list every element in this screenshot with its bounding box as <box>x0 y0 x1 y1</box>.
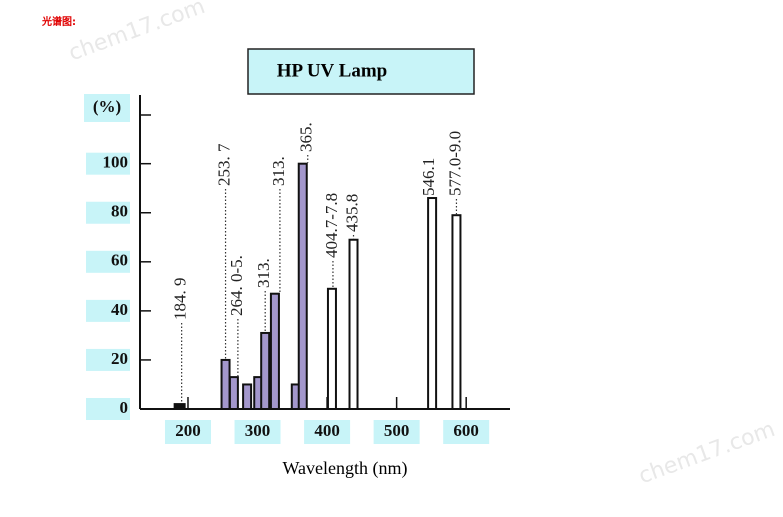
y-tick-box <box>86 152 130 175</box>
y-tick-box <box>86 398 130 420</box>
y-tick-label: 100 <box>103 153 129 172</box>
annotation: 253. 7 <box>214 143 233 186</box>
x-tick-label: 200 <box>175 421 201 440</box>
y-tick-label: 80 <box>111 202 128 221</box>
x-tick-box <box>234 420 281 444</box>
header: 光谱图: <box>41 15 76 28</box>
watermark: chem17.com <box>636 417 779 489</box>
x-tick-box <box>304 420 351 444</box>
title-box <box>247 48 475 95</box>
y-tick-box <box>86 201 130 224</box>
bar <box>348 238 359 410</box>
y-tick-label: 20 <box>111 349 128 368</box>
x-tick-box <box>373 420 420 444</box>
x-tick-label: 400 <box>314 421 340 440</box>
y-tick-box <box>86 348 130 371</box>
bar <box>242 383 253 410</box>
bar <box>297 162 308 410</box>
x-tick-label: 500 <box>384 421 410 440</box>
x-tick-label: 300 <box>245 421 271 440</box>
annotation: 264. 0-5. <box>227 255 246 316</box>
bar <box>220 358 231 410</box>
annotation: 546.1 <box>419 158 438 196</box>
annotation: 313. <box>269 156 288 186</box>
y-tick-label: 0 <box>120 398 129 417</box>
y-tick-label: 40 <box>111 300 128 319</box>
bar <box>228 376 239 410</box>
bar <box>269 292 280 410</box>
x-tick-box <box>164 420 211 444</box>
x-axis-label: Wavelength (nm) <box>282 458 407 479</box>
y-label-box <box>84 94 130 122</box>
y-tick-box <box>86 299 130 322</box>
annotation: 435.8 <box>342 194 361 232</box>
annotation: 404.7-7.8 <box>322 193 341 258</box>
bar <box>173 403 186 410</box>
watermark: chem17.com <box>66 0 209 66</box>
x-tick-box <box>443 420 490 444</box>
chart-title: HP UV Lamp <box>277 60 388 81</box>
bar <box>326 287 337 410</box>
annotation: 184. 9 <box>171 278 190 321</box>
y-tick-box <box>86 250 130 273</box>
y-axis-label: (%) <box>93 97 121 116</box>
bar <box>427 197 438 410</box>
x-tick-label: 600 <box>453 421 479 440</box>
bar <box>451 214 462 410</box>
annotation: 577.0-9.0 <box>445 131 464 196</box>
bar <box>260 331 271 410</box>
annotation: 313. <box>254 258 273 288</box>
annotation: 365. <box>297 122 316 152</box>
y-tick-label: 60 <box>111 251 128 270</box>
